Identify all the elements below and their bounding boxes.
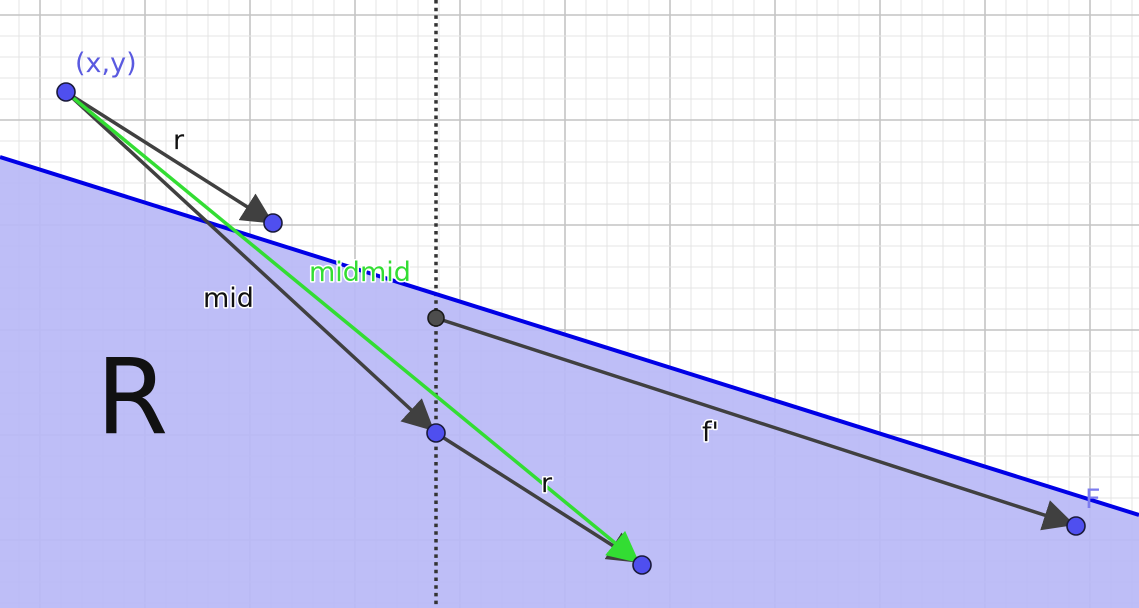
vector-r-top[interactable] [65,90,274,224]
boundary-line[interactable] [0,155,1139,517]
label-point-f: F [1085,484,1101,515]
label-vector-midmid: midmid [309,257,411,288]
point-f[interactable] [1066,516,1086,536]
vector-midmid[interactable] [64,90,640,563]
vector-mid[interactable] [64,90,435,432]
point-midmid-end[interactable] [632,555,652,575]
point-xy[interactable] [56,82,76,102]
vector-r-bottom[interactable] [435,431,640,563]
label-vector-mid: mid [203,283,254,314]
label-vector-r-bottom: r [541,468,553,499]
label-vector-f-prime: f' [702,417,719,448]
vector-f-prime[interactable] [435,316,1075,531]
label-region-r: R [96,336,168,458]
point-r-end[interactable] [263,213,283,233]
point-mid-end[interactable] [426,423,446,443]
label-vector-r-top: r [173,125,185,156]
label-point-xy: (x,y) [75,48,137,79]
intersection-point[interactable] [427,309,445,327]
